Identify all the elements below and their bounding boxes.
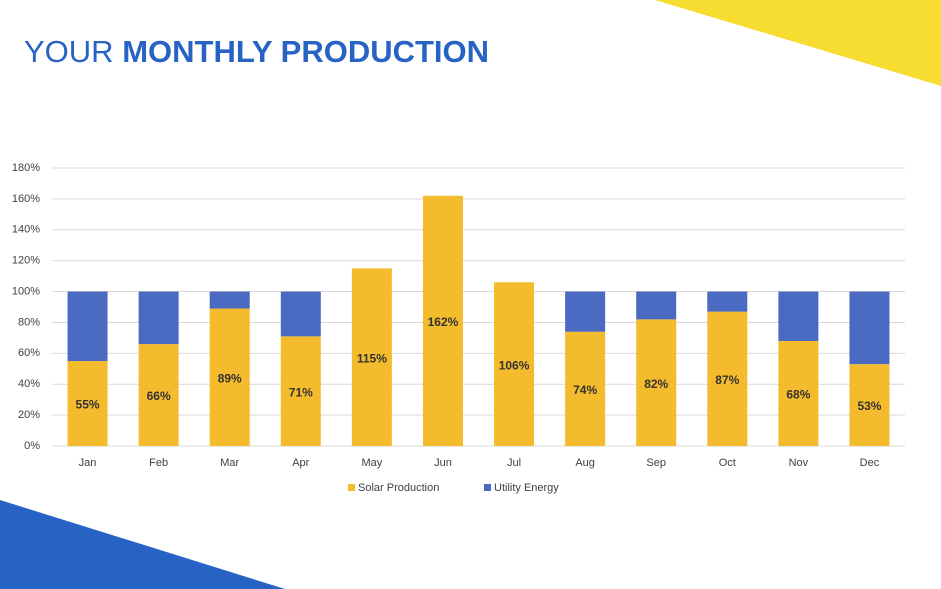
- data-label: 55%: [76, 398, 100, 412]
- bar-segment: [280, 291, 321, 337]
- data-label: 82%: [644, 377, 668, 391]
- bar-segment: [707, 291, 748, 312]
- bar-segment: [849, 364, 890, 446]
- data-label: 66%: [147, 389, 171, 403]
- y-tick-label: 100%: [12, 285, 40, 297]
- bar-segment: [849, 291, 890, 365]
- data-label: 89%: [218, 371, 242, 385]
- bar-segment: [636, 291, 677, 320]
- data-label: 162%: [428, 315, 459, 329]
- y-tick-label: 0%: [24, 440, 40, 452]
- legend-label: Utility Energy: [494, 482, 559, 494]
- x-tick-label: Oct: [719, 457, 736, 469]
- y-tick-label: 60%: [18, 347, 40, 359]
- x-tick-label: Jul: [507, 457, 521, 469]
- x-tick-label: Sep: [646, 457, 666, 469]
- bar-segment: [138, 344, 179, 446]
- legend-label: Solar Production: [358, 482, 439, 494]
- x-tick-label: Apr: [292, 457, 309, 469]
- legend-swatch: [484, 484, 491, 491]
- bar-segment: [778, 291, 819, 341]
- bar-segment: [494, 282, 535, 446]
- x-tick-label: Dec: [860, 457, 880, 469]
- y-tick-label: 120%: [12, 255, 40, 267]
- bar-segment: [67, 361, 108, 446]
- bar-segment: [351, 268, 392, 446]
- bar-segment: [280, 336, 321, 446]
- decor-yellow: [655, 0, 941, 86]
- bar-segment: [209, 291, 250, 309]
- data-label: 106%: [499, 358, 530, 372]
- y-tick-label: 160%: [12, 193, 40, 205]
- bar-segment: [209, 308, 250, 446]
- data-label: 115%: [357, 351, 387, 365]
- data-label: 53%: [857, 399, 881, 413]
- y-tick-label: 20%: [18, 409, 40, 421]
- x-tick-label: Jun: [434, 457, 452, 469]
- bar-segment: [565, 291, 606, 332]
- y-tick-label: 80%: [18, 316, 40, 328]
- x-tick-label: Aug: [575, 457, 595, 469]
- bar-segment: [67, 291, 108, 362]
- bar-segment: [707, 311, 748, 446]
- bar-segment: [636, 319, 677, 446]
- data-label: 68%: [786, 388, 810, 402]
- y-tick-label: 40%: [18, 378, 40, 390]
- chart-title: YOUR MONTHLY PRODUCTION: [24, 34, 489, 69]
- bar-segment: [565, 331, 606, 446]
- bar-segment: [778, 340, 819, 446]
- data-label: 71%: [289, 385, 313, 399]
- data-label: 74%: [573, 383, 597, 397]
- bar-segment: [422, 195, 463, 446]
- x-tick-label: Jan: [79, 457, 97, 469]
- y-tick-label: 180%: [12, 162, 40, 174]
- legend-swatch: [348, 484, 355, 491]
- x-tick-label: Feb: [149, 457, 168, 469]
- x-tick-label: Nov: [789, 457, 809, 469]
- x-tick-label: Mar: [220, 457, 239, 469]
- y-tick-label: 140%: [12, 224, 40, 236]
- decor-blue: [0, 500, 285, 589]
- bar-segment: [138, 291, 179, 345]
- data-label: 87%: [715, 373, 739, 387]
- x-tick-label: May: [361, 457, 382, 469]
